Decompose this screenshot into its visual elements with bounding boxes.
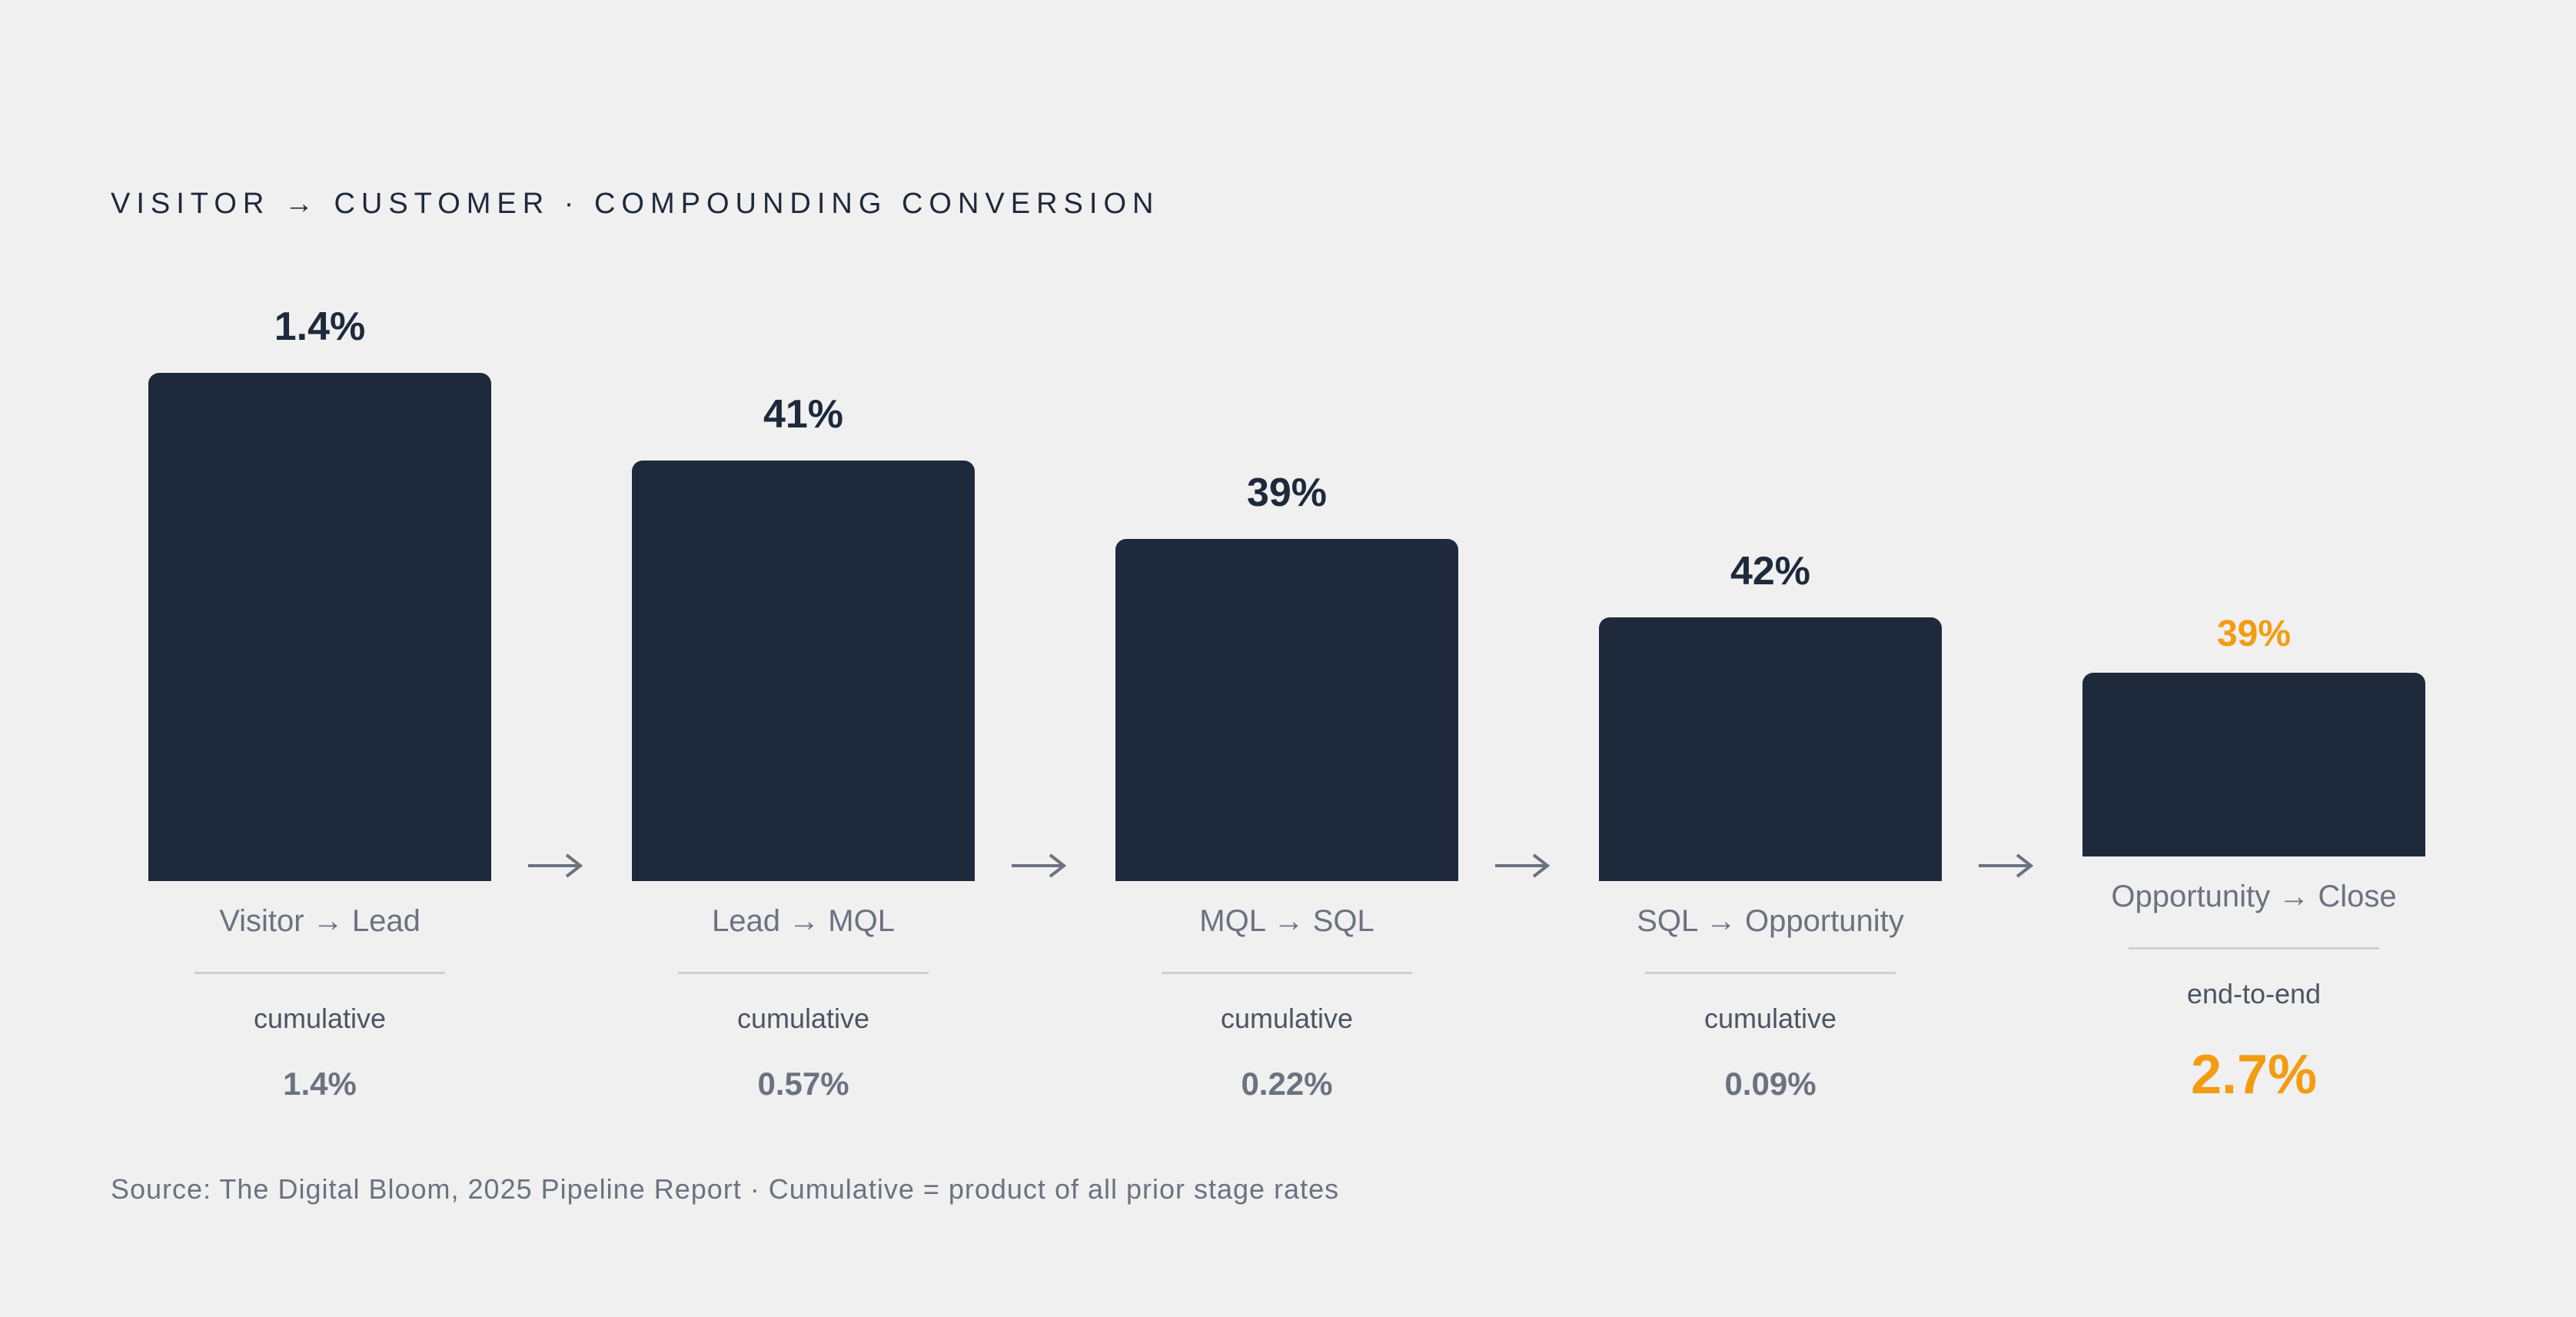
cumulative-caption-4: cumulative (1703, 1003, 1837, 1034)
bar-4 (1599, 617, 1942, 881)
divider-5 (2129, 947, 2379, 950)
cumulative-value-2: 0.57% (757, 1066, 849, 1102)
cumulative-value-3: 0.22% (1241, 1066, 1333, 1102)
divider-2 (678, 972, 929, 974)
bar-1 (148, 373, 491, 881)
source-note: Source: The Digital Bloom, 2025 Pipeline… (111, 1173, 1340, 1205)
cumulative-value-1: 1.4% (283, 1066, 357, 1102)
data-label-3: 39% (1246, 471, 1328, 515)
data-label-4: 42% (1730, 549, 1811, 594)
cumulative-value-4: 0.09% (1724, 1066, 1816, 1102)
stage-label-4: SQL → Opportunity (1637, 904, 1904, 938)
bar-5 (2082, 673, 2425, 856)
cumulative-value-5: 2.7% (2190, 1044, 2318, 1106)
cumulative-caption-1: cumulative (253, 1003, 387, 1034)
bar-2 (632, 461, 975, 881)
stage-label-2: Lead → MQL (712, 904, 895, 938)
bar-3 (1115, 539, 1458, 881)
chart-title: VISITOR → CUSTOMER · COMPOUNDING CONVERS… (111, 188, 1160, 220)
stage-label-3: MQL → SQL (1199, 904, 1374, 938)
cumulative-caption-5: end-to-end (2186, 978, 2322, 1009)
cumulative-caption-3: cumulative (1220, 1003, 1354, 1034)
arrow-right-icon (1495, 853, 1551, 878)
data-label-5: 39% (2216, 614, 2292, 654)
divider-1 (194, 972, 445, 974)
stage-label-1: Visitor → Lead (219, 904, 420, 938)
divider-3 (1162, 972, 1412, 974)
data-label-2: 41% (763, 392, 844, 437)
divider-4 (1645, 972, 1896, 974)
data-label-1: 1.4% (274, 304, 366, 349)
cumulative-caption-2: cumulative (736, 1003, 870, 1034)
arrow-right-icon (528, 853, 583, 878)
arrow-right-icon (1012, 853, 1067, 878)
stage-label-5: Opportunity → Close (2111, 880, 2397, 913)
arrow-right-icon (1979, 853, 2034, 878)
